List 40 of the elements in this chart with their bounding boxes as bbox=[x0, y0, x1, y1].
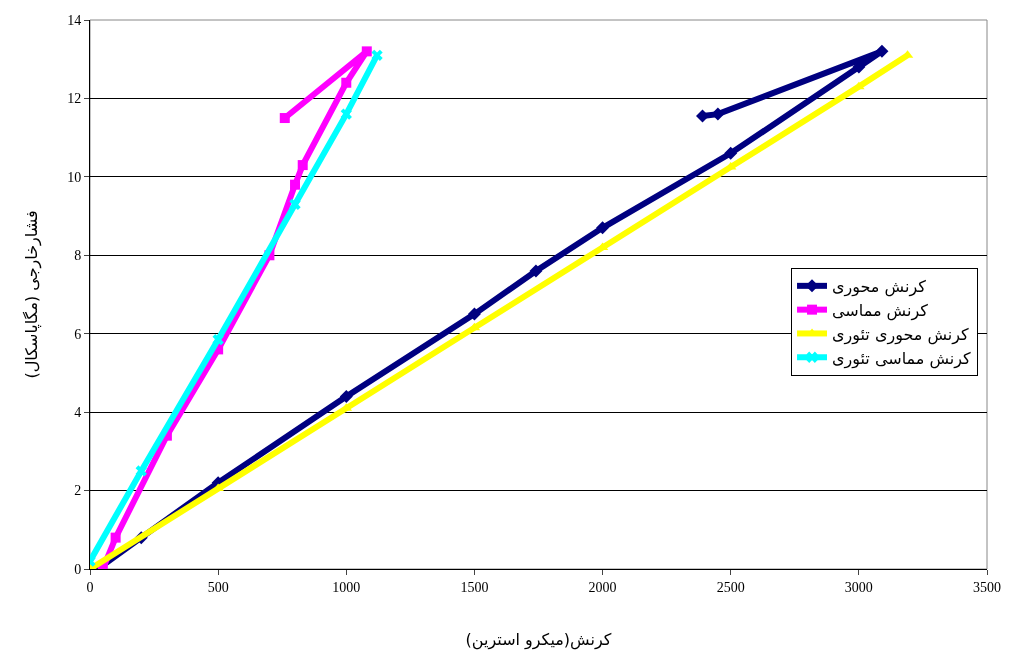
legend-label: کرنش محوری تئوری bbox=[832, 324, 970, 345]
x-tick-label: 1000 bbox=[332, 579, 361, 595]
point bbox=[371, 49, 383, 61]
point bbox=[339, 389, 353, 403]
x-tick-label: 2000 bbox=[588, 579, 617, 595]
legend-label: کرنش محوری bbox=[832, 277, 927, 298]
y-tick-label: 2 bbox=[74, 483, 82, 499]
y-tick-label: 4 bbox=[74, 405, 82, 421]
y-tick-label: 6 bbox=[74, 326, 82, 342]
x-tick-label: 2500 bbox=[716, 579, 745, 595]
point bbox=[529, 264, 543, 278]
point bbox=[212, 333, 224, 346]
point bbox=[341, 77, 352, 88]
y-tick-label: 8 bbox=[74, 248, 82, 264]
point bbox=[724, 146, 738, 160]
point bbox=[467, 307, 481, 321]
y-tick-label: 0 bbox=[74, 561, 82, 577]
x-tick-label: 0 bbox=[86, 579, 94, 595]
y-tick-label: 10 bbox=[67, 169, 82, 185]
point bbox=[279, 113, 290, 124]
y-axis-title: فشارخارجی (مگاپاسکال) bbox=[22, 210, 43, 379]
point bbox=[361, 46, 372, 57]
y-tick-label: 14 bbox=[67, 12, 82, 28]
point bbox=[135, 465, 147, 477]
point bbox=[289, 198, 301, 210]
point bbox=[290, 179, 301, 190]
x-tick-label: 3500 bbox=[973, 579, 1001, 595]
point bbox=[711, 107, 725, 121]
x-tick-label: 3000 bbox=[844, 579, 873, 595]
point bbox=[340, 108, 352, 120]
point bbox=[875, 44, 889, 58]
x-axis-title: کرنش(میکرو استرین) bbox=[465, 630, 612, 651]
x-tick-label: 1500 bbox=[460, 579, 489, 595]
point bbox=[110, 532, 121, 543]
x-tick-label: 500 bbox=[207, 579, 229, 595]
legend-label: کرنش مماسی تئوری bbox=[832, 348, 972, 369]
y-tick-label: 12 bbox=[67, 91, 82, 107]
point bbox=[297, 160, 308, 171]
point bbox=[596, 221, 610, 235]
legend-label: کرنش مماسی bbox=[832, 300, 929, 321]
